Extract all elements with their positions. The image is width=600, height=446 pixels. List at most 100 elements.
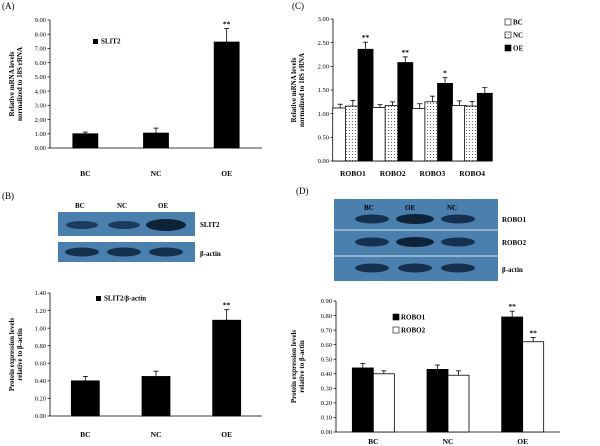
blot-band <box>355 214 389 224</box>
blot-band <box>441 214 475 224</box>
y-tick-label: 0.90 <box>321 298 332 305</box>
blot-band <box>355 263 389 273</box>
blot-d-lane-label: OE <box>405 204 415 212</box>
y-tick-label: 0.40 <box>321 371 332 378</box>
y-tick-label: 1.00 <box>35 131 46 138</box>
chart-b: 0.00 0.20 0.40 0.60 0.80 1.00 1.20 1.40 Protein … <box>8 290 262 439</box>
legend-swatch <box>96 296 101 301</box>
x-category-label: OE <box>517 437 528 446</box>
x-category-label: NC <box>443 437 454 446</box>
bar <box>357 48 374 162</box>
y-tick-label: 4.00 <box>35 88 46 95</box>
y-tick-label: 1.00 <box>318 111 329 118</box>
y-tick-label: 0.80 <box>321 313 332 320</box>
y-axis-title: Relative mRNA levels <box>290 57 298 122</box>
blot-b-lane-label: BC <box>75 202 85 210</box>
blot-band <box>146 219 186 231</box>
y-tick-label: 0.40 <box>35 378 46 385</box>
blot-b-lane-label: OE <box>158 202 168 210</box>
blot-band <box>441 237 475 247</box>
y-tick-label: 9.00 <box>35 17 46 24</box>
y-tick-label: 0.20 <box>321 400 332 407</box>
significance-label: ** <box>362 33 370 42</box>
y-tick-label: 2.00 <box>318 64 329 71</box>
x-category-label: ROBO4 <box>459 169 485 178</box>
blot-d-row-label: β-actin <box>502 266 523 274</box>
bar <box>141 376 171 417</box>
y-tick-label: 0.60 <box>321 342 332 349</box>
legend-swatch <box>392 313 400 321</box>
legend-label: SLIT2/β-actin <box>104 295 146 303</box>
y-tick-label: 0.50 <box>318 135 329 142</box>
x-category-label: BC <box>368 437 378 446</box>
y-tick-label: 3.00 <box>35 103 46 110</box>
y-axis-title: relative to β-actin <box>16 328 24 381</box>
blot-band <box>441 263 475 273</box>
legend-label: BC <box>513 19 523 27</box>
bar <box>397 62 414 162</box>
y-tick-label: 0.00 <box>35 413 46 420</box>
y-tick-label: 0.00 <box>318 158 329 165</box>
bar <box>143 132 169 149</box>
bar <box>522 341 545 433</box>
y-axis-title: Relative mRNA levels <box>8 51 16 116</box>
x-category-label: ROBO3 <box>419 169 445 178</box>
x-category-label: BC <box>80 169 90 178</box>
bar <box>213 41 240 149</box>
panel-label-d: (D) <box>296 186 309 196</box>
significance-label: ** <box>508 302 516 311</box>
y-tick-label: 1.50 <box>318 87 329 94</box>
y-tick-label: 0.00 <box>321 429 332 436</box>
legend-swatch <box>93 39 98 44</box>
y-axis-title: Protein expression levels <box>290 330 298 404</box>
blot-d-lane-label: BC <box>364 204 374 212</box>
blot-band <box>396 237 434 247</box>
y-tick-label: 6.00 <box>35 60 46 67</box>
y-tick-label: 0.20 <box>35 396 46 403</box>
bar <box>447 374 470 433</box>
chart-d: 0.00 0.10 0.20 0.30 0.40 0.50 0.60 0.70 0.80 0.90… <box>290 298 560 446</box>
significance-label: ** <box>223 20 231 29</box>
y-tick-label: 0.80 <box>35 343 46 350</box>
x-category-label: NC <box>151 430 162 439</box>
panel-label-a: (A) <box>2 1 15 11</box>
blot-band <box>398 263 432 273</box>
y-tick-label: 0.10 <box>321 415 332 422</box>
panel-label-b: (B) <box>2 191 14 201</box>
blot-band <box>66 221 98 229</box>
blot-b-row-label: β-actin <box>200 250 221 258</box>
blot-band <box>108 221 140 229</box>
y-tick-label: 7.00 <box>35 46 46 53</box>
panel-label-c: (C) <box>292 1 304 11</box>
x-category-label: ROBO2 <box>380 169 406 178</box>
significance-label: ** <box>529 328 537 337</box>
y-tick-label: 1.40 <box>35 290 46 297</box>
blot-d-lane-label: NC <box>447 204 457 212</box>
bar <box>501 316 524 433</box>
significance-label: ** <box>223 301 231 310</box>
legend-swatch <box>504 18 512 26</box>
bar <box>212 319 242 417</box>
y-axis-title: normalized to 18S rRNA <box>16 47 24 121</box>
x-category-label: ROBO1 <box>340 169 366 178</box>
y-tick-label: 2.00 <box>35 117 46 124</box>
legend-swatch <box>504 31 512 39</box>
bar <box>426 369 449 433</box>
y-tick-label: 0.70 <box>321 327 332 334</box>
legend-label: OE <box>513 45 523 53</box>
y-tick-label: 3.00 <box>318 16 329 23</box>
y-axis-title: relative to β-actin <box>298 340 306 393</box>
legend-label: NC <box>513 32 523 40</box>
blot-band <box>396 214 434 224</box>
bar <box>372 373 395 433</box>
western-blot-d: BC OE NC ROBO1 ROBO2 β-actin <box>334 199 527 281</box>
chart-c: 0.00 0.50 1.00 1.50 2.00 2.50 3.00 Relative mRN… <box>290 16 523 178</box>
y-tick-label: 8.00 <box>35 31 46 38</box>
legend-swatch <box>504 44 512 52</box>
bar <box>351 367 374 433</box>
legend-label: ROBO1 <box>401 314 426 322</box>
y-tick-label: 0.30 <box>321 386 332 393</box>
bar <box>70 380 100 417</box>
y-tick-label: 1.00 <box>35 325 46 332</box>
